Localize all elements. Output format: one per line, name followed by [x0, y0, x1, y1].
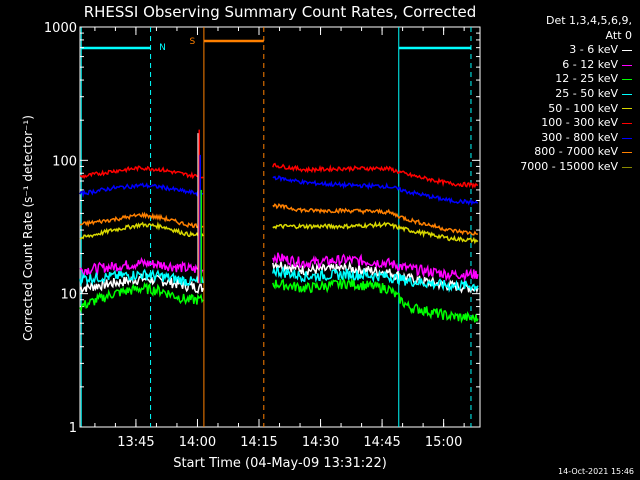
plot-area: N S 1 10 100 1000 13:45 14:00 14:15 14:30 14:45 15:… [44, 21, 481, 450]
legend-label: 100 - 300 keV [541, 116, 618, 130]
legend-swatch [622, 64, 632, 66]
legend-label: 800 - 7000 keV [534, 145, 618, 159]
x-tick-label-14:30: 14:30 [302, 435, 339, 450]
x-axis-label: Start Time (04-May-09 13:31:22) [173, 456, 387, 471]
chart-title: RHESSI Observing Summary Count Rates, Co… [84, 3, 477, 21]
legend-swatch [622, 166, 632, 168]
series-line-5-seg-1 [272, 162, 479, 189]
legend-label: 6 - 12 keV [562, 57, 618, 71]
legend-swatch [622, 108, 632, 110]
x-tick-label-14:45: 14:45 [363, 435, 400, 450]
legend-header-line-1: Det 1,3,4,5,6,9, [545, 14, 632, 27]
saa-label: S [190, 37, 196, 47]
y-axis-label: Corrected Count Rate (s⁻¹ detector⁻¹) [21, 115, 35, 341]
x-tick-label-13:45: 13:45 [117, 435, 154, 450]
y-tick-label-100: 100 [52, 154, 77, 169]
legend-header-line-2: Att 0 [605, 28, 632, 42]
legend: Det 1,3,4,5,6,9, Att 0 3 - 6 keV 6 - 12 k… [520, 14, 632, 175]
legend-swatch [622, 137, 632, 139]
legend-entries: 3 - 6 keV 6 - 12 keV 12 - 25 keV 25 - 50 ke… [520, 43, 632, 174]
legend-swatch [622, 79, 632, 81]
series-line-6-seg-1 [272, 175, 478, 206]
series-line-3-seg-1 [272, 265, 479, 293]
legend-label: 25 - 50 keV [555, 86, 618, 100]
x-tick-label-14:00: 14:00 [179, 435, 216, 450]
y-tick-label-1000: 1000 [44, 21, 77, 36]
legend-entry: 100 - 300 keV [520, 116, 632, 131]
legend-entry: 25 - 50 keV [520, 87, 632, 102]
legend-entry: 6 - 12 keV [520, 58, 632, 73]
legend-entry: 800 - 7000 keV [520, 145, 632, 160]
series-line-1-seg-0 [79, 256, 204, 277]
legend-swatch [622, 152, 632, 154]
series-line-7-seg-1 [272, 203, 478, 236]
legend-entry: 12 - 25 keV [520, 72, 632, 87]
series-line-4-seg-0 [79, 221, 204, 240]
series-line-2-seg-0 [79, 281, 204, 314]
legend-entry: 3 - 6 keV [520, 43, 632, 58]
series-line-4-seg-1 [272, 220, 479, 245]
legend-label: 12 - 25 keV [555, 72, 618, 86]
series-line-3-seg-0 [79, 268, 204, 287]
x-tick-label-15:00: 15:00 [425, 435, 462, 450]
series-line-6-seg-0 [79, 182, 204, 199]
legend-swatch [622, 49, 632, 51]
y-tick-label-1: 1 [69, 421, 77, 436]
legend-swatch [622, 122, 632, 124]
series-line-0-seg-0 [79, 272, 204, 295]
footer-timestamp: 14-Oct-2021 15:46 [558, 467, 634, 476]
series-line-7-seg-0 [79, 211, 204, 229]
series-line-2-seg-1 [272, 276, 479, 324]
legend-entry: 50 - 100 keV [520, 102, 632, 117]
y-tick-label-10: 10 [60, 288, 77, 303]
legend-label: 3 - 6 keV [569, 43, 618, 57]
series-line-5-seg-0 [79, 165, 204, 181]
night-label: N [159, 43, 166, 53]
legend-label: 300 - 800 keV [541, 130, 618, 144]
x-tick-label-14:15: 14:15 [240, 435, 277, 450]
legend-label: 50 - 100 keV [548, 101, 618, 115]
legend-entry: 300 - 800 keV [520, 131, 632, 146]
legend-label: 7000 - 15000 keV [520, 159, 618, 173]
series-line-1-seg-1 [272, 252, 479, 283]
legend-entry: 7000 - 15000 keV [520, 160, 632, 175]
legend-swatch [622, 93, 632, 95]
